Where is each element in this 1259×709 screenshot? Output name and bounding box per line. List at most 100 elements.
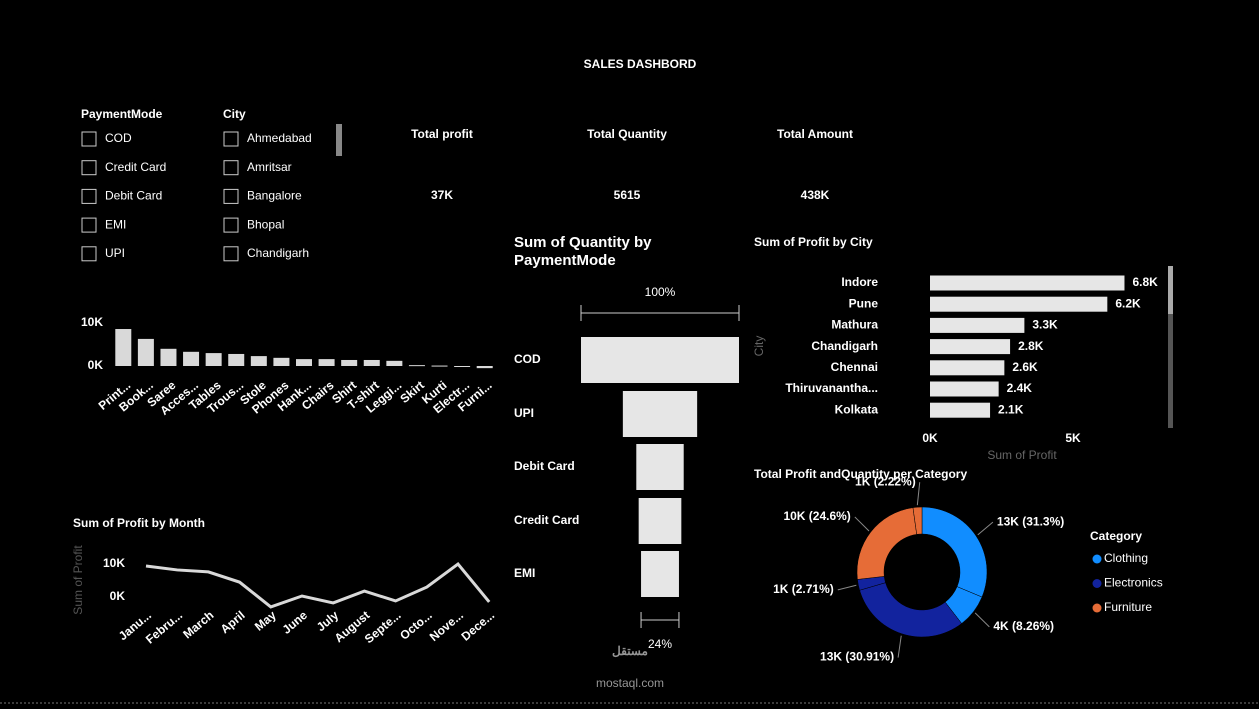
checkbox[interactable] bbox=[223, 246, 239, 262]
slicer-item[interactable]: Ahmedabad bbox=[247, 131, 312, 145]
leader-line bbox=[837, 584, 857, 591]
category-label: Indore bbox=[841, 275, 878, 289]
legend-title: Category bbox=[1090, 529, 1142, 543]
legend-marker[interactable] bbox=[1092, 579, 1102, 588]
slicer-item[interactable]: UPI bbox=[105, 246, 125, 260]
leader-line bbox=[974, 612, 990, 628]
checkbox[interactable] bbox=[81, 160, 97, 176]
bar bbox=[386, 360, 403, 366]
slicer-item[interactable]: Debit Card bbox=[105, 189, 162, 203]
chart-title: Total Profit andQuantity per Category bbox=[754, 467, 967, 481]
value-label: 2.4K bbox=[1007, 381, 1033, 395]
bar bbox=[930, 317, 1025, 333]
x-tick-label: 5K bbox=[1065, 431, 1081, 445]
slicer-item[interactable]: Credit Card bbox=[105, 160, 166, 174]
funnel-bar bbox=[638, 498, 682, 544]
bar bbox=[183, 351, 200, 366]
bar bbox=[408, 365, 425, 367]
slicer-item[interactable]: Chandigarh bbox=[247, 246, 309, 260]
checkbox[interactable] bbox=[81, 217, 97, 233]
x-tick-label: May bbox=[252, 608, 279, 634]
bar bbox=[115, 329, 132, 366]
x-tick-label: 0K bbox=[922, 431, 938, 445]
bar bbox=[363, 359, 380, 366]
funnel-bar bbox=[636, 444, 684, 490]
y-tick-label: 0K bbox=[110, 589, 126, 603]
value-label: 1K (2.71%) bbox=[773, 582, 834, 596]
bar bbox=[160, 348, 177, 366]
bar bbox=[205, 353, 222, 366]
checkbox[interactable] bbox=[223, 217, 239, 233]
value-label: 13K (30.91%) bbox=[820, 650, 894, 664]
legend-marker[interactable] bbox=[1092, 603, 1102, 613]
legend-label[interactable]: Electronics bbox=[1104, 576, 1163, 590]
title: SALES DASHBORD bbox=[584, 57, 697, 71]
funnel-bar bbox=[622, 391, 698, 437]
checkbox[interactable] bbox=[223, 160, 239, 176]
donut-slice bbox=[921, 506, 988, 598]
category-label: Thiruvanantha... bbox=[785, 381, 878, 395]
legend-label[interactable]: Furniture bbox=[1104, 600, 1152, 614]
kpi-value: 438K bbox=[801, 188, 830, 202]
bar bbox=[454, 366, 471, 367]
y-tick-label: 10K bbox=[103, 556, 125, 570]
value-label: 2.1K bbox=[998, 402, 1024, 416]
scrollbar bbox=[336, 124, 342, 156]
bar bbox=[296, 359, 312, 366]
watermark-site: mostaql.com bbox=[596, 676, 664, 690]
x-axis-label: Sum of Profit bbox=[987, 448, 1057, 462]
kpi-label: Total profit bbox=[411, 127, 473, 141]
slicer-item[interactable]: EMI bbox=[105, 217, 126, 231]
kpi-value: 37K bbox=[431, 188, 453, 202]
kpi-value: 5615 bbox=[614, 188, 641, 202]
category-label: COD bbox=[514, 352, 541, 366]
bar bbox=[930, 360, 1005, 376]
bar bbox=[228, 353, 245, 366]
bar bbox=[273, 357, 290, 366]
y-axis-label: Sum of Profit bbox=[71, 545, 85, 615]
legend-marker[interactable] bbox=[1092, 554, 1102, 564]
bar bbox=[341, 359, 358, 366]
category-label: EMI bbox=[514, 566, 535, 580]
funnel-bar bbox=[581, 337, 739, 383]
x-tick-label: Nove... bbox=[427, 608, 466, 644]
slicer-item[interactable]: Amritsar bbox=[247, 160, 292, 174]
bar bbox=[930, 296, 1108, 312]
category-label: Mathura bbox=[831, 318, 878, 332]
percent-label: 24% bbox=[648, 637, 672, 651]
chart-title: Sum of Profit by Month bbox=[73, 516, 205, 530]
value-label: 2.8K bbox=[1018, 339, 1044, 353]
y-axis-label: City bbox=[752, 336, 766, 357]
kpi-label: Total Quantity bbox=[587, 127, 667, 141]
checkbox[interactable] bbox=[223, 131, 239, 147]
x-tick-label: March bbox=[180, 608, 216, 641]
percent-label: 100% bbox=[645, 285, 676, 299]
category-label: Kolkata bbox=[835, 402, 879, 416]
slicer-item[interactable]: Bangalore bbox=[247, 189, 302, 203]
donut-slice bbox=[859, 582, 962, 638]
slicer-item[interactable]: Bhopal bbox=[247, 217, 284, 231]
leader-line bbox=[916, 482, 921, 506]
scrollbar-thumb bbox=[1168, 266, 1173, 314]
bar bbox=[930, 275, 1125, 291]
funnel-bar bbox=[641, 551, 679, 597]
checkbox[interactable] bbox=[81, 131, 97, 147]
value-label: 6.8K bbox=[1132, 275, 1158, 289]
legend-label[interactable]: Clothing bbox=[1104, 551, 1148, 565]
checkbox[interactable] bbox=[223, 188, 239, 204]
checkbox[interactable] bbox=[81, 246, 97, 262]
category-label: Chennai bbox=[831, 360, 878, 374]
x-tick-label: June bbox=[280, 608, 311, 637]
bar bbox=[318, 359, 335, 366]
leader-line bbox=[897, 635, 902, 658]
slicer-item[interactable]: COD bbox=[105, 131, 132, 145]
chart-title: Sum of Profit by City bbox=[754, 235, 873, 249]
category-label: Debit Card bbox=[514, 459, 575, 473]
bar bbox=[930, 339, 1011, 355]
donut-slice bbox=[912, 506, 923, 535]
checkbox[interactable] bbox=[81, 188, 97, 204]
value-label: 10K (24.6%) bbox=[783, 509, 850, 523]
value-label: 2.6K bbox=[1012, 360, 1038, 374]
